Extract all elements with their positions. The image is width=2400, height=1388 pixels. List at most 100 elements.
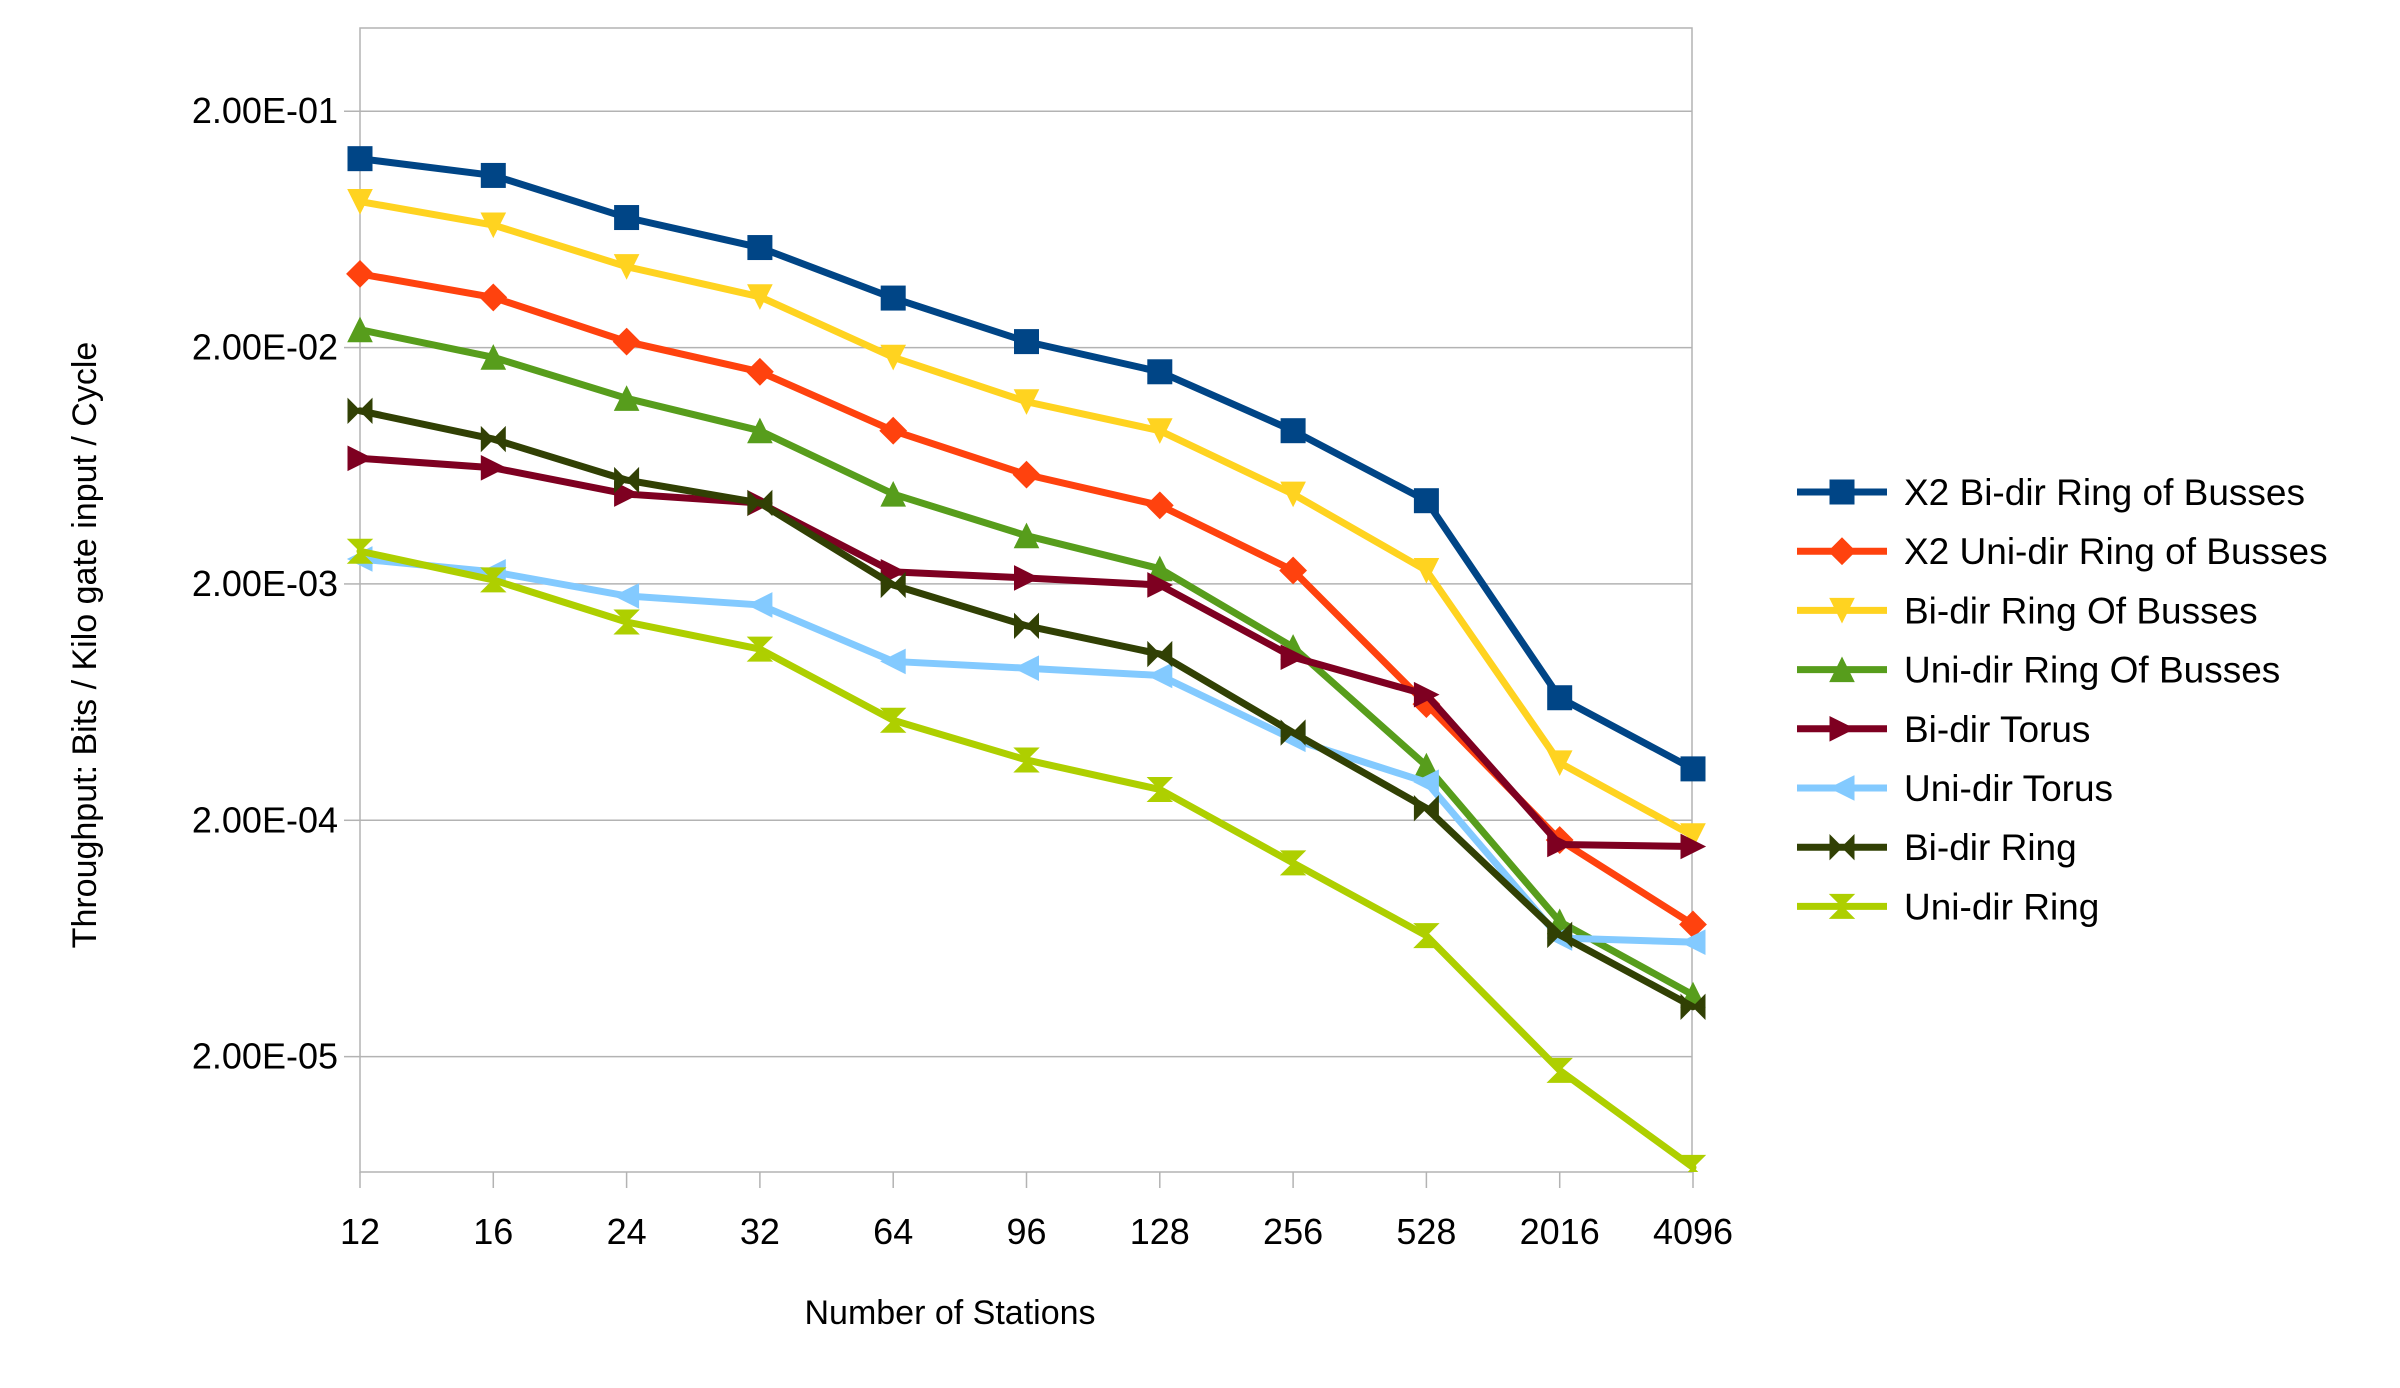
data-point [1547, 685, 1573, 711]
y-tick-label: 2.00E-04 [192, 799, 338, 840]
data-point [480, 212, 507, 239]
x-tick-label: 16 [473, 1211, 513, 1252]
data-point [1147, 359, 1173, 385]
x-tick-label: 32 [740, 1211, 780, 1252]
legend-label: X2 Bi-dir Ring of Busses [1904, 472, 2305, 513]
data-point [880, 344, 907, 371]
data-point [347, 397, 373, 425]
data-point [1547, 921, 1573, 949]
legend-swatch-marker [1829, 715, 1856, 742]
data-point [745, 357, 774, 386]
data-point [1147, 640, 1173, 668]
data-point [1413, 681, 1440, 708]
legend-label: Bi-dir Ring [1904, 827, 2077, 868]
data-point [747, 284, 773, 310]
data-point [480, 162, 506, 188]
data-point [1413, 923, 1440, 949]
data-point [879, 707, 907, 733]
series-7 [347, 397, 1706, 1021]
data-point [1547, 831, 1573, 858]
data-point [1012, 460, 1041, 489]
data-point [613, 609, 640, 635]
legend-swatch-marker [1828, 893, 1856, 919]
legend-item: Bi-dir Ring Of Busses [1797, 590, 2258, 631]
data-point [479, 283, 508, 312]
data-point [1680, 993, 1706, 1021]
data-point [1413, 488, 1439, 514]
data-point [612, 327, 641, 356]
legend-swatch-marker [1828, 537, 1856, 566]
y-tick-label: 2.00E-03 [192, 563, 338, 604]
series-3 [347, 189, 1706, 849]
data-point [1146, 776, 1174, 802]
data-point [614, 466, 640, 494]
data-point [1546, 1057, 1573, 1083]
x-tick-label: 12 [340, 1211, 380, 1252]
data-point [1413, 769, 1439, 795]
x-tick-label: 4096 [1653, 1211, 1733, 1252]
data-point [1679, 929, 1706, 955]
legend-swatch-marker [1829, 656, 1855, 683]
x-tick-label: 64 [873, 1211, 913, 1252]
data-point [880, 480, 907, 507]
data-point [1279, 556, 1308, 585]
data-point [1013, 655, 1039, 682]
y-tick-label: 2.00E-01 [192, 90, 338, 131]
data-point [1680, 823, 1706, 849]
data-point [747, 417, 773, 444]
legend-swatch-marker [1829, 479, 1855, 505]
x-axis-ticks: 12 16 24 32 64 96 128 256 528 2016 4096 [340, 1172, 1733, 1252]
data-point [613, 583, 640, 609]
series-5 [347, 445, 1707, 860]
legend-label: Uni-dir Ring [1904, 886, 2099, 927]
data-point [1013, 389, 1040, 415]
series-1 [347, 146, 1706, 782]
legend-label: X2 Uni-dir Ring of Busses [1904, 531, 2328, 572]
series-line [356, 198, 1697, 840]
legend-label: Uni-dir Ring Of Busses [1904, 650, 2280, 691]
legend-swatch-marker [1829, 597, 1855, 624]
data-point [1145, 491, 1174, 520]
legend-swatch-marker [1829, 833, 1855, 861]
legend-label: Uni-dir Torus [1904, 768, 2113, 809]
x-tick-label: 528 [1396, 1211, 1456, 1252]
data-point [746, 592, 773, 618]
data-point [347, 445, 374, 472]
data-point [614, 481, 640, 507]
data-point [746, 636, 774, 662]
y-axis-title: Throughput: Bits / Kilo gate input / Cyc… [66, 342, 104, 949]
x-tick-label: 256 [1263, 1211, 1323, 1252]
x-tick-label: 2016 [1520, 1211, 1600, 1252]
y-axis-ticks: 2.00E-01 2.00E-02 2.00E-03 2.00E-04 2.00E-05 [192, 90, 360, 1077]
data-point [1280, 418, 1306, 444]
data-point [347, 146, 373, 172]
data-point [346, 538, 374, 564]
y-tick-label: 2.00E-02 [192, 327, 338, 368]
data-point [613, 254, 640, 280]
data-point [1679, 1154, 1707, 1172]
data-point [1013, 522, 1040, 549]
legend-item: X2 Uni-dir Ring of Busses [1797, 531, 2328, 572]
data-point [747, 235, 773, 261]
data-point [1546, 750, 1573, 776]
data-point [879, 416, 908, 445]
data-point [480, 344, 507, 370]
legend-item: Bi-dir Torus [1797, 709, 2090, 750]
data-point [1146, 662, 1173, 689]
data-point [1413, 557, 1440, 584]
data-point [880, 648, 906, 675]
data-point [1013, 747, 1040, 773]
legend-item: Uni-dir Ring [1797, 886, 2099, 927]
legend-item: X2 Bi-dir Ring of Busses [1797, 472, 2305, 513]
x-axis-title: Number of Stations [804, 1294, 1095, 1332]
data-point [613, 385, 640, 411]
data-point [347, 189, 373, 215]
x-tick-label: 96 [1006, 1211, 1046, 1252]
series-group [346, 146, 1707, 1172]
data-point [1146, 418, 1173, 444]
series-line [356, 454, 1697, 850]
data-point [1014, 612, 1039, 640]
legend-label: Bi-dir Ring Of Busses [1904, 590, 2258, 631]
legend-item: Bi-dir Ring [1797, 827, 2077, 868]
